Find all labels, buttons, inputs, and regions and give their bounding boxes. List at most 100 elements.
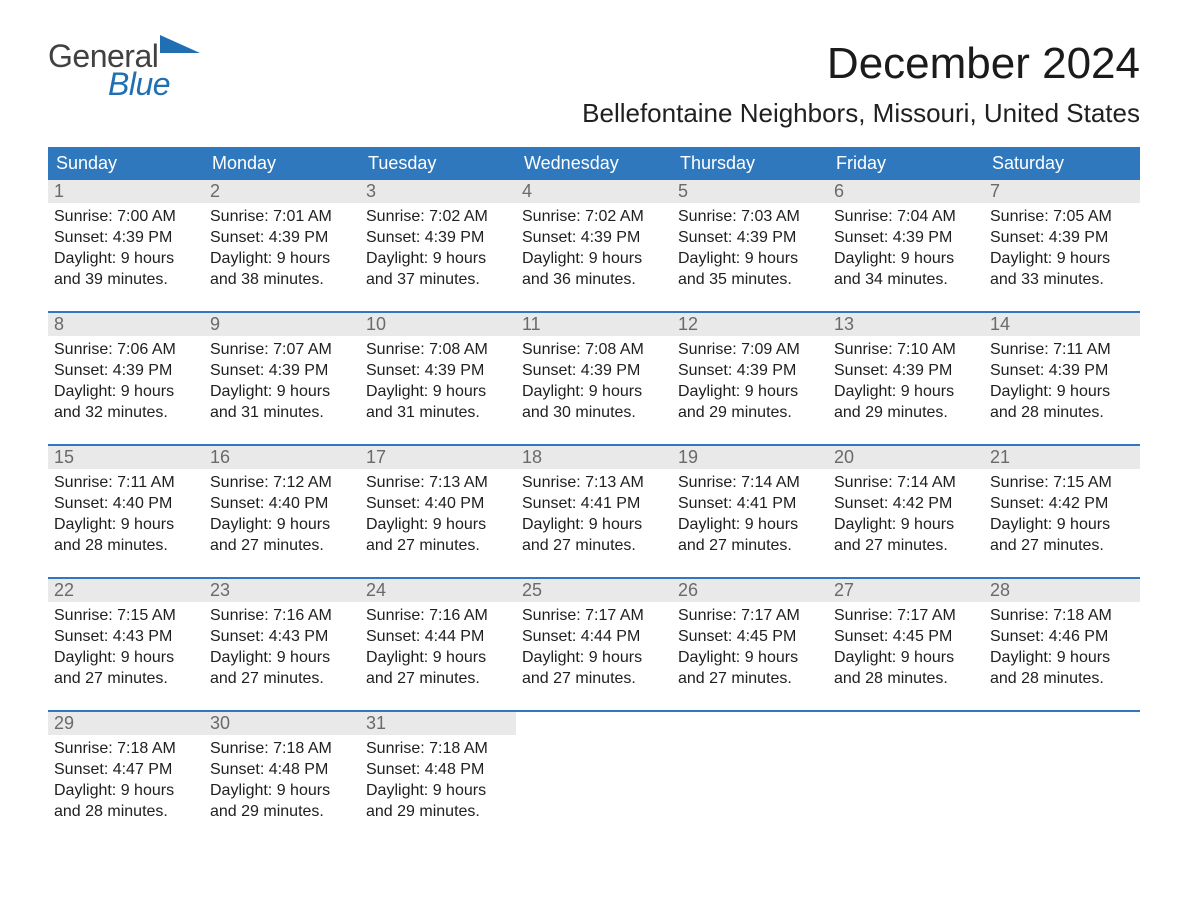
day-number: 17: [360, 446, 516, 469]
day-cell: Sunrise: 7:00 AMSunset: 4:39 PMDaylight:…: [48, 203, 204, 311]
day-number: 19: [672, 446, 828, 469]
daylight-line-1: Daylight: 9 hours: [366, 781, 510, 802]
empty-cell: [516, 712, 672, 735]
daylight-line-1: Daylight: 9 hours: [522, 648, 666, 669]
daylight-line-2: and 28 minutes.: [834, 669, 978, 690]
calendar-header-row: Sunday Monday Tuesday Wednesday Thursday…: [48, 147, 1140, 180]
daylight-line-2: and 31 minutes.: [210, 403, 354, 424]
daylight-line-2: and 27 minutes.: [54, 669, 198, 690]
sunrise-value: Sunrise: 7:03 AM: [678, 207, 822, 228]
day-cell: Sunrise: 7:15 AMSunset: 4:42 PMDaylight:…: [984, 469, 1140, 577]
day-number: 12: [672, 313, 828, 336]
day-number: 2: [204, 180, 360, 203]
empty-cell: [984, 735, 1140, 843]
day-content-row: Sunrise: 7:18 AMSunset: 4:47 PMDaylight:…: [48, 735, 1140, 843]
sunset-value: Sunset: 4:39 PM: [678, 228, 822, 249]
sunrise-value: Sunrise: 7:15 AM: [54, 606, 198, 627]
sunrise-value: Sunrise: 7:05 AM: [990, 207, 1134, 228]
day-cell: Sunrise: 7:13 AMSunset: 4:41 PMDaylight:…: [516, 469, 672, 577]
day-number: 21: [984, 446, 1140, 469]
empty-cell: [828, 735, 984, 843]
sunrise-value: Sunrise: 7:07 AM: [210, 340, 354, 361]
day-content-row: Sunrise: 7:15 AMSunset: 4:43 PMDaylight:…: [48, 602, 1140, 710]
day-number: 15: [48, 446, 204, 469]
sunrise-value: Sunrise: 7:09 AM: [678, 340, 822, 361]
sunset-value: Sunset: 4:39 PM: [834, 228, 978, 249]
sunset-value: Sunset: 4:39 PM: [366, 361, 510, 382]
daylight-line-1: Daylight: 9 hours: [678, 648, 822, 669]
daylight-line-1: Daylight: 9 hours: [522, 249, 666, 270]
daylight-line-1: Daylight: 9 hours: [210, 648, 354, 669]
sunset-value: Sunset: 4:39 PM: [522, 228, 666, 249]
sunset-value: Sunset: 4:44 PM: [366, 627, 510, 648]
day-cell: Sunrise: 7:12 AMSunset: 4:40 PMDaylight:…: [204, 469, 360, 577]
daylight-line-2: and 27 minutes.: [522, 669, 666, 690]
day-cell: Sunrise: 7:02 AMSunset: 4:39 PMDaylight:…: [516, 203, 672, 311]
daylight-line-2: and 29 minutes.: [366, 802, 510, 823]
sunrise-value: Sunrise: 7:17 AM: [678, 606, 822, 627]
sunset-value: Sunset: 4:41 PM: [678, 494, 822, 515]
daylight-line-1: Daylight: 9 hours: [210, 382, 354, 403]
daylight-line-2: and 28 minutes.: [54, 802, 198, 823]
day-number: 28: [984, 579, 1140, 602]
sunset-value: Sunset: 4:40 PM: [366, 494, 510, 515]
sunset-value: Sunset: 4:40 PM: [210, 494, 354, 515]
sunrise-value: Sunrise: 7:18 AM: [210, 739, 354, 760]
sunrise-value: Sunrise: 7:17 AM: [522, 606, 666, 627]
daylight-line-1: Daylight: 9 hours: [990, 382, 1134, 403]
day-number: 20: [828, 446, 984, 469]
sunset-value: Sunset: 4:45 PM: [678, 627, 822, 648]
day-number: 27: [828, 579, 984, 602]
daylight-line-2: and 37 minutes.: [366, 270, 510, 291]
daylight-line-1: Daylight: 9 hours: [678, 382, 822, 403]
day-number-row: 1234567: [48, 180, 1140, 203]
daylight-line-2: and 27 minutes.: [366, 536, 510, 557]
col-saturday: Saturday: [984, 147, 1140, 180]
sunset-value: Sunset: 4:39 PM: [990, 228, 1134, 249]
day-cell: Sunrise: 7:14 AMSunset: 4:42 PMDaylight:…: [828, 469, 984, 577]
day-cell: Sunrise: 7:07 AMSunset: 4:39 PMDaylight:…: [204, 336, 360, 444]
daylight-line-2: and 32 minutes.: [54, 403, 198, 424]
daylight-line-2: and 34 minutes.: [834, 270, 978, 291]
day-number: 23: [204, 579, 360, 602]
sunrise-value: Sunrise: 7:13 AM: [522, 473, 666, 494]
sunrise-value: Sunrise: 7:01 AM: [210, 207, 354, 228]
day-number: 22: [48, 579, 204, 602]
sunset-value: Sunset: 4:44 PM: [522, 627, 666, 648]
day-number: 29: [48, 712, 204, 735]
day-number: 4: [516, 180, 672, 203]
sunset-value: Sunset: 4:39 PM: [678, 361, 822, 382]
sunrise-value: Sunrise: 7:11 AM: [990, 340, 1134, 361]
day-number: 30: [204, 712, 360, 735]
day-number: 3: [360, 180, 516, 203]
sunrise-value: Sunrise: 7:10 AM: [834, 340, 978, 361]
brand-triangle-icon: [160, 35, 200, 53]
daylight-line-2: and 29 minutes.: [678, 403, 822, 424]
sunset-value: Sunset: 4:40 PM: [54, 494, 198, 515]
calendar-table: Sunday Monday Tuesday Wednesday Thursday…: [48, 147, 1140, 843]
daylight-line-2: and 29 minutes.: [210, 802, 354, 823]
day-number-row: 15161718192021: [48, 446, 1140, 469]
col-sunday: Sunday: [48, 147, 204, 180]
daylight-line-2: and 30 minutes.: [522, 403, 666, 424]
day-number: 5: [672, 180, 828, 203]
sunrise-value: Sunrise: 7:18 AM: [366, 739, 510, 760]
sunset-value: Sunset: 4:43 PM: [54, 627, 198, 648]
sunrise-value: Sunrise: 7:06 AM: [54, 340, 198, 361]
sunset-value: Sunset: 4:42 PM: [990, 494, 1134, 515]
sunset-value: Sunset: 4:39 PM: [834, 361, 978, 382]
sunset-value: Sunset: 4:46 PM: [990, 627, 1134, 648]
daylight-line-1: Daylight: 9 hours: [834, 515, 978, 536]
sunset-value: Sunset: 4:39 PM: [54, 228, 198, 249]
sunset-value: Sunset: 4:39 PM: [210, 361, 354, 382]
sunrise-value: Sunrise: 7:15 AM: [990, 473, 1134, 494]
sunrise-value: Sunrise: 7:04 AM: [834, 207, 978, 228]
day-cell: Sunrise: 7:10 AMSunset: 4:39 PMDaylight:…: [828, 336, 984, 444]
sunset-value: Sunset: 4:43 PM: [210, 627, 354, 648]
day-cell: Sunrise: 7:09 AMSunset: 4:39 PMDaylight:…: [672, 336, 828, 444]
sunrise-value: Sunrise: 7:16 AM: [366, 606, 510, 627]
daylight-line-2: and 27 minutes.: [522, 536, 666, 557]
day-number: 10: [360, 313, 516, 336]
daylight-line-1: Daylight: 9 hours: [54, 515, 198, 536]
day-number-row: 22232425262728: [48, 579, 1140, 602]
